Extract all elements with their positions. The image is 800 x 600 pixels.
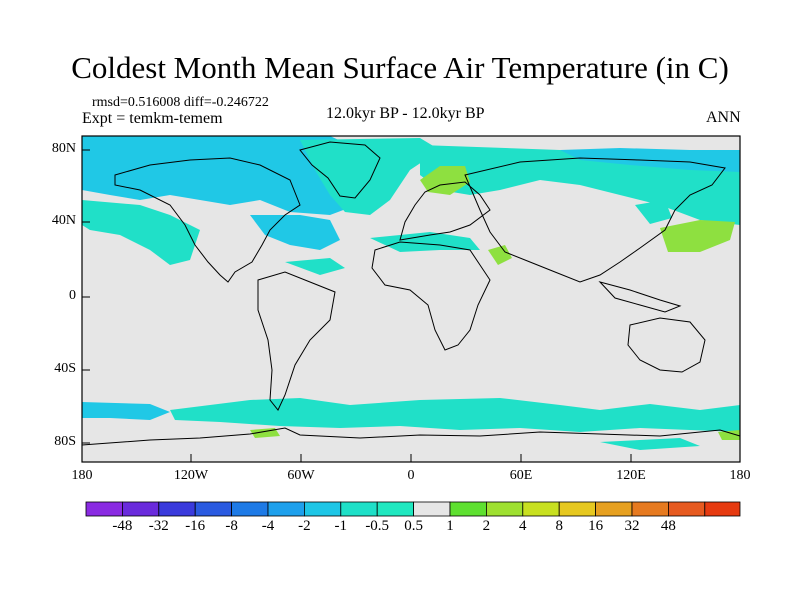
anomaly-region-arctic-west (82, 136, 380, 215)
map-panel (81, 135, 741, 463)
colorbar-box-1 (85, 501, 123, 517)
colorbar-box-10 (413, 501, 451, 517)
colorbar-label-4: -8 (225, 518, 238, 534)
xtick-180-east: 180 (729, 468, 751, 483)
ytick-80s: 80S (54, 434, 76, 449)
anomaly-region-north-atlantic (250, 215, 340, 250)
colorbar-label-8: -0.5 (365, 518, 390, 534)
map-title: Coldest Month Mean Surface Air Temperatu… (71, 50, 729, 85)
anomaly-region-tropical-atlantic (285, 258, 345, 275)
colorbar-label-9: 0.5 (404, 518, 423, 534)
colorbar-box-7 (303, 501, 342, 517)
colorbar-box-16 (631, 501, 669, 517)
anomaly-region-greenland (300, 138, 440, 215)
coastline-australia (627, 317, 706, 373)
colorbar-box-13 (522, 501, 560, 517)
season-label: ANN (706, 109, 741, 126)
coastline-southeast-asia (598, 281, 682, 313)
colorbar-label-12: 4 (519, 518, 527, 534)
colorbar-box-3 (158, 501, 196, 517)
ytick-0: 0 (69, 288, 76, 303)
colorbar-label-1: -48 (112, 518, 133, 534)
anomaly-region-north-pacific (82, 200, 200, 265)
axis-ticks (82, 149, 632, 462)
colorbar-label-5: -4 (261, 518, 275, 534)
colorbar (85, 501, 741, 517)
colorbar-box-17 (668, 501, 706, 517)
colorbar-box-12 (485, 501, 524, 517)
ytick-40n: 40N (51, 213, 76, 228)
xtick-60w: 60W (287, 468, 315, 483)
colorbar-label-13: 8 (555, 518, 563, 534)
colorbar-box-11 (449, 501, 487, 517)
colorbar-label-14: 16 (588, 518, 604, 534)
colorbar-box-2 (122, 501, 160, 517)
colorbar-label-3: -16 (185, 518, 206, 534)
diff-label: diff= (183, 95, 212, 110)
coastline-south-america (257, 271, 336, 411)
experiment-label: Expt = temkm-temem (82, 110, 223, 127)
coastline-africa (371, 241, 491, 351)
coastline-asia (464, 157, 726, 283)
colorbar-box-9 (376, 501, 415, 517)
stats-line: rmsd=0.516008 diff=-0.246722 (92, 95, 269, 111)
colorbar-box-6 (267, 501, 305, 517)
colorbar-box-5 (231, 501, 269, 517)
colorbar-label-15: 32 (624, 518, 640, 534)
anomaly-region-south-pacific (82, 402, 170, 420)
anomaly-region-arabia (488, 245, 512, 265)
colorbar-box-4 (194, 501, 232, 517)
anomaly-region-scandinavia (420, 166, 470, 195)
colorbar-box-8 (340, 501, 378, 517)
anomaly-region-southern-ocean (170, 398, 740, 432)
xtick-120w: 120W (173, 468, 209, 483)
xtick-180-west: 180 (71, 468, 93, 483)
xtick-0: 0 (407, 468, 415, 483)
colorbar-box-14 (558, 501, 597, 517)
colorbar-label-6: -2 (298, 518, 311, 534)
colorbar-label-7: -1 (334, 518, 348, 534)
xtick-60e: 60E (509, 468, 533, 483)
xtick-120e: 120E (616, 468, 646, 483)
coastline-north-america (114, 157, 301, 283)
colorbar-label-10: 1 (446, 518, 454, 534)
colorbar-box-18 (704, 501, 741, 517)
rmsd-label: rmsd= (92, 95, 128, 110)
ytick-80n: 80N (51, 141, 76, 156)
colorbar-label-2: -32 (148, 518, 169, 534)
anomaly-region-south-indian (600, 438, 700, 450)
colorbar-label-16: 48 (660, 518, 676, 534)
ytick-40s: 40S (54, 361, 76, 376)
anomaly-region-east-asia (635, 200, 672, 224)
diff-value: -0.246722 (211, 95, 269, 110)
coastline-antarctica (81, 427, 741, 446)
anomaly-region-ross (718, 430, 740, 440)
period-label: 12.0kyr BP - 12.0kyr BP (326, 105, 485, 122)
coastline-greenland (299, 141, 381, 199)
anomaly-region-japan-sea (660, 220, 735, 252)
rmsd-value: 0.516008 (127, 95, 181, 110)
coastline-europe (399, 181, 491, 241)
colorbar-box-15 (595, 501, 633, 517)
colorbar-label-11: 2 (482, 518, 491, 534)
coastlines (81, 141, 741, 446)
